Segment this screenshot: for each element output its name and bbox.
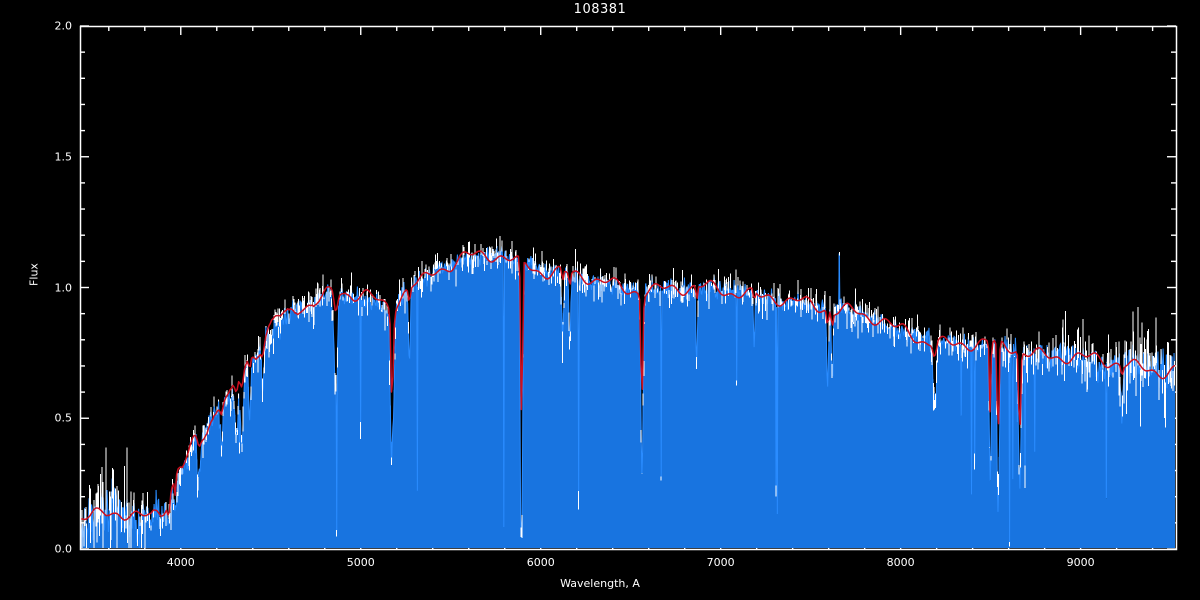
x-tick-label: 9000 bbox=[1066, 556, 1095, 569]
y-tick-label: 0.0 bbox=[54, 542, 73, 556]
axis-frame bbox=[79, 25, 1178, 551]
x-axis-label: Wavelength, A bbox=[560, 577, 640, 590]
x-tick-label: 4000 bbox=[166, 556, 195, 569]
observed-spectrum-trace bbox=[81, 245, 1175, 548]
x-tick-label: 5000 bbox=[346, 556, 375, 569]
y-tick-label: 2.0 bbox=[54, 19, 73, 33]
x-tick-label: 7000 bbox=[706, 556, 735, 569]
y-axis-label: Flux bbox=[27, 263, 41, 286]
x-tick-label: 6000 bbox=[526, 556, 555, 569]
y-tick-label: 1.5 bbox=[54, 150, 73, 164]
y-tick-label: 0.5 bbox=[54, 411, 73, 425]
x-tick-label: 8000 bbox=[886, 556, 915, 569]
model-fit-trace bbox=[81, 250, 1175, 521]
y-tick-label: 1.0 bbox=[54, 281, 73, 294]
page-title: 108381 bbox=[573, 2, 627, 17]
